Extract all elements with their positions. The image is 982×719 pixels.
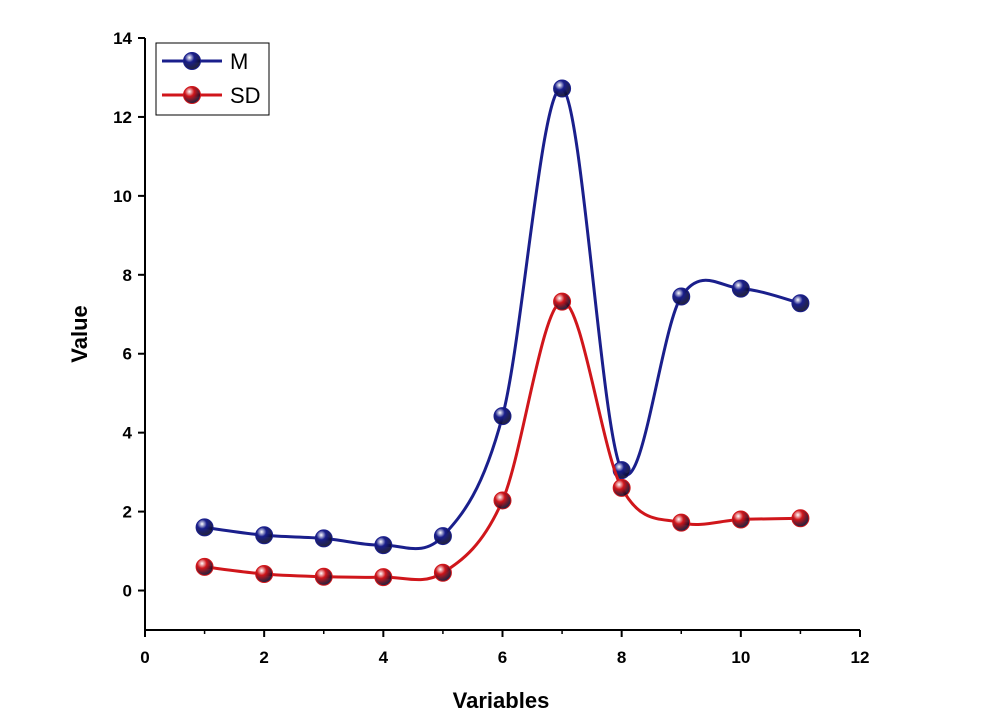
x-tick-label: 6	[498, 648, 507, 667]
x-tick-label: 2	[259, 648, 268, 667]
y-tick-label: 2	[123, 503, 132, 522]
legend-label: M	[230, 49, 248, 74]
data-point-sd	[553, 292, 572, 311]
data-point-sd	[374, 568, 393, 587]
data-point-m	[314, 529, 333, 548]
legend-swatch-marker	[183, 52, 201, 70]
data-point-sd	[314, 567, 333, 586]
data-point-m	[731, 279, 750, 298]
data-point-m	[672, 287, 691, 306]
y-tick-label: 4	[123, 424, 133, 443]
legend-box	[155, 42, 270, 116]
data-point-sd	[612, 478, 631, 497]
data-point-m	[374, 536, 393, 555]
y-tick-label: 12	[113, 108, 132, 127]
data-point-sd	[493, 491, 512, 510]
x-tick-label: 4	[379, 648, 389, 667]
data-point-m	[433, 527, 452, 546]
y-tick-label: 14	[113, 29, 132, 48]
data-point-sd	[195, 557, 214, 576]
y-tick-label: 8	[123, 266, 132, 285]
series-line-m	[204, 87, 801, 551]
x-tick-label: 0	[140, 648, 149, 667]
legend-swatch-marker	[183, 86, 201, 104]
plot-area	[195, 79, 810, 587]
legend: M SD	[155, 42, 270, 116]
data-point-m	[553, 79, 572, 98]
x-tick-label: 10	[731, 648, 750, 667]
axes: 0 2 4 6 8 10 12 14 0 2 4 6 8 10 12	[113, 29, 869, 667]
x-tick-label: 8	[617, 648, 626, 667]
data-point-sd	[672, 513, 691, 532]
x-tick-label: 12	[851, 648, 870, 667]
y-tick-label: 0	[123, 582, 132, 601]
data-point-m	[791, 294, 810, 313]
legend-label: SD	[230, 83, 261, 108]
data-point-m	[255, 526, 274, 545]
data-point-sd	[731, 510, 750, 529]
y-tick-label: 6	[123, 345, 132, 364]
y-tick-label: 10	[113, 187, 132, 206]
y-axis-title: Value	[67, 305, 92, 362]
x-axis-title: Variables	[453, 688, 550, 713]
data-point-sd	[433, 563, 452, 582]
data-point-m	[195, 518, 214, 537]
data-point-sd	[791, 509, 810, 528]
data-point-m	[493, 407, 512, 426]
data-point-sd	[255, 564, 274, 583]
